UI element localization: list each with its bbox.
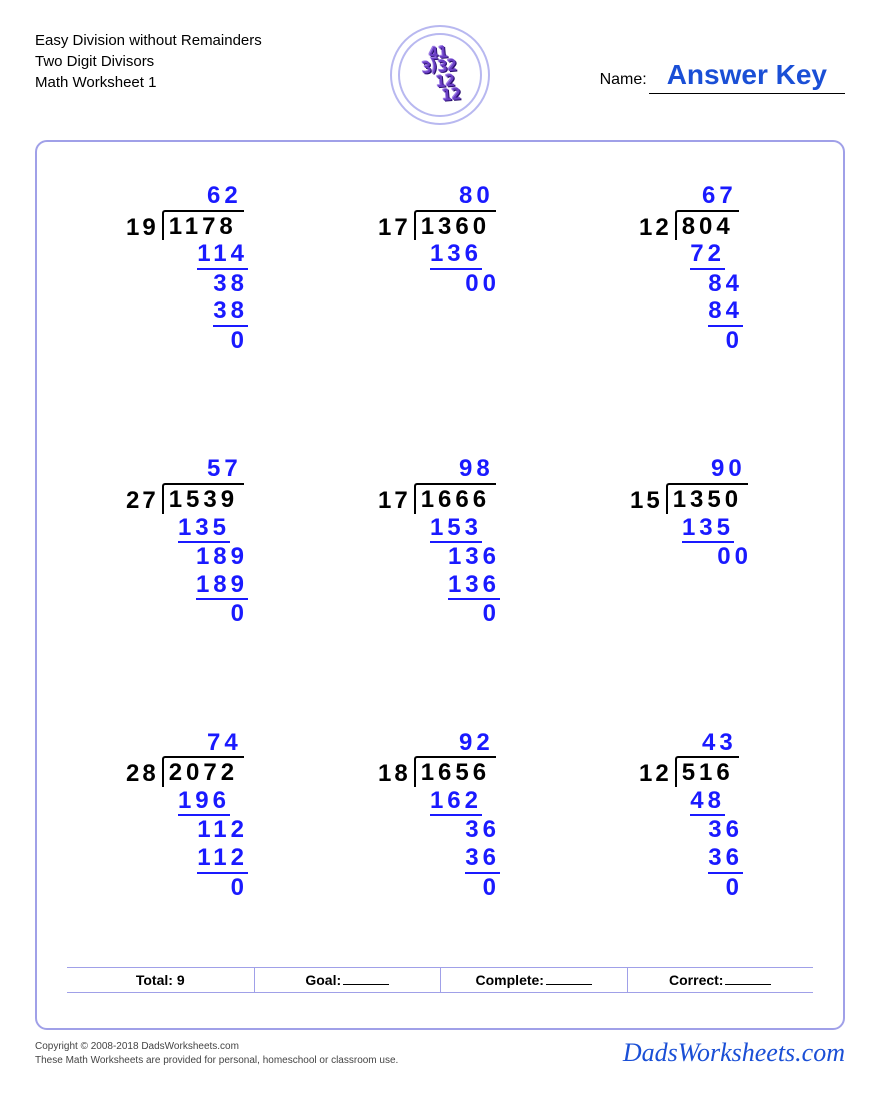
work-step: 112: [197, 844, 248, 874]
work-steps: 16236360: [378, 787, 502, 901]
work-step: 135: [178, 514, 230, 544]
dividend: 1178: [162, 210, 244, 241]
answer-key-text: Answer Key: [649, 60, 845, 94]
work-step: 0: [231, 874, 248, 901]
work-step: 136: [430, 240, 482, 270]
divisor: 12: [639, 214, 675, 242]
work-steps: 13500: [630, 514, 754, 571]
divisor: 28: [126, 760, 162, 788]
quotient: 57: [162, 455, 244, 483]
work-step: 189: [196, 543, 248, 570]
work-step: 0: [231, 600, 248, 627]
work-step: 36: [465, 844, 500, 874]
work-steps: 1961121120: [126, 787, 250, 901]
dividend: 804: [675, 210, 739, 241]
worksheet-header: Easy Division without Remainders Two Dig…: [35, 30, 845, 130]
logo-badge: 41 3⟌32 12 12: [390, 25, 490, 125]
division-problem: 1780136013600: [319, 182, 561, 395]
dividend: 516: [675, 756, 739, 787]
work-step: 38: [213, 297, 248, 327]
work-steps: 13600: [378, 240, 502, 297]
work-steps: 11438380: [126, 240, 250, 354]
dividend: 1666: [414, 483, 496, 514]
work-step: 0: [726, 874, 743, 901]
work-step: 36: [465, 816, 500, 843]
summary-bar: Total: 9 Goal: Complete: Correct:: [67, 967, 813, 993]
dividend: 1360: [414, 210, 496, 241]
dividend: 1656: [414, 756, 496, 787]
work-step: 0: [231, 327, 248, 354]
division-problem: 12678047284840: [571, 182, 813, 395]
quotient: 74: [162, 729, 244, 757]
work-step: 00: [717, 543, 752, 570]
division-problem: 1962117811438380: [67, 182, 309, 395]
quotient: 80: [414, 182, 496, 210]
work-step: 84: [708, 297, 743, 327]
work-step: 162: [430, 787, 482, 817]
division-problem: 275715391351891890: [67, 455, 309, 668]
work-steps: 7284840: [639, 240, 745, 354]
division-problem: 1892165616236360: [319, 729, 561, 942]
work-step: 00: [465, 270, 500, 297]
divisor: 18: [378, 760, 414, 788]
divisor: 12: [639, 760, 675, 788]
worksheet-title-block: Easy Division without Remainders Two Dig…: [35, 30, 335, 93]
work-steps: 1531361360: [378, 514, 502, 628]
work-step: 48: [690, 787, 725, 817]
divisor: 19: [126, 214, 162, 242]
quotient: 90: [666, 455, 748, 483]
work-step: 153: [430, 514, 482, 544]
footer-legal: Copyright © 2008-2018 DadsWorksheets.com…: [35, 1040, 398, 1068]
summary-total: Total: 9: [67, 968, 254, 992]
name-label: Name:: [600, 71, 647, 89]
quotient: 62: [162, 182, 244, 210]
work-steps: 4836360: [639, 787, 745, 901]
work-step: 196: [178, 787, 230, 817]
logo-icon: 41 3⟌32 12 12: [418, 45, 461, 106]
brand-script: DadsWorksheets.com: [623, 1038, 845, 1068]
work-step: 189: [196, 571, 248, 601]
work-step: 136: [448, 543, 500, 570]
copyright-text: Copyright © 2008-2018 DadsWorksheets.com: [35, 1040, 398, 1054]
work-steps: 1351891890: [126, 514, 250, 628]
quotient: 92: [414, 729, 496, 757]
division-problem: 1590135013500: [571, 455, 813, 668]
title-line-2: Two Digit Divisors: [35, 51, 335, 72]
work-step: 38: [213, 270, 248, 297]
work-step: 135: [682, 514, 734, 544]
division-problem: 12435164836360: [571, 729, 813, 942]
work-step: 72: [690, 240, 725, 270]
work-step: 84: [708, 270, 743, 297]
work-step: 136: [448, 571, 500, 601]
work-step: 112: [197, 816, 248, 843]
usage-note: These Math Worksheets are provided for p…: [35, 1054, 398, 1068]
problems-grid: 1962117811438380178013601360012678047284…: [67, 182, 813, 942]
worksheet-frame: 1962117811438380178013601360012678047284…: [35, 140, 845, 1030]
summary-correct: Correct:: [627, 968, 814, 992]
work-step: 0: [483, 874, 500, 901]
divisor: 17: [378, 214, 414, 242]
dividend: 1350: [666, 483, 748, 514]
divisor: 27: [126, 487, 162, 515]
title-line-3: Math Worksheet 1: [35, 72, 335, 93]
divisor: 15: [630, 487, 666, 515]
quotient: 98: [414, 455, 496, 483]
dividend: 2072: [162, 756, 244, 787]
division-problem: 179816661531361360: [319, 455, 561, 668]
dividend: 1539: [162, 483, 244, 514]
division-problem: 287420721961121120: [67, 729, 309, 942]
summary-goal: Goal:: [254, 968, 441, 992]
work-step: 36: [708, 816, 743, 843]
title-line-1: Easy Division without Remainders: [35, 30, 335, 51]
quotient: 67: [675, 182, 739, 210]
divisor: 17: [378, 487, 414, 515]
page-footer: Copyright © 2008-2018 DadsWorksheets.com…: [35, 1038, 845, 1068]
work-step: 114: [197, 240, 248, 270]
summary-complete: Complete:: [440, 968, 627, 992]
work-step: 0: [483, 600, 500, 627]
work-step: 0: [726, 327, 743, 354]
name-field: Name: Answer Key: [600, 60, 845, 94]
work-step: 36: [708, 844, 743, 874]
quotient: 43: [675, 729, 739, 757]
